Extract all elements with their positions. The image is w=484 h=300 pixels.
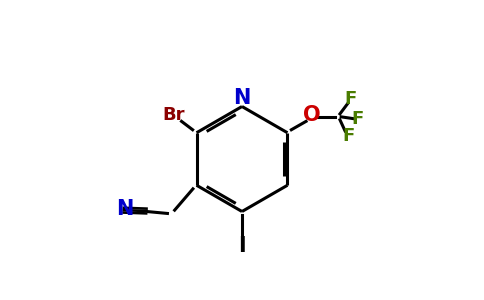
Text: I: I [238,236,246,256]
Text: Br: Br [163,106,185,124]
Text: N: N [116,199,133,219]
Text: N: N [233,88,251,108]
Text: F: F [352,110,364,128]
Text: F: F [344,90,356,108]
Text: F: F [342,127,354,145]
Text: O: O [303,105,321,125]
